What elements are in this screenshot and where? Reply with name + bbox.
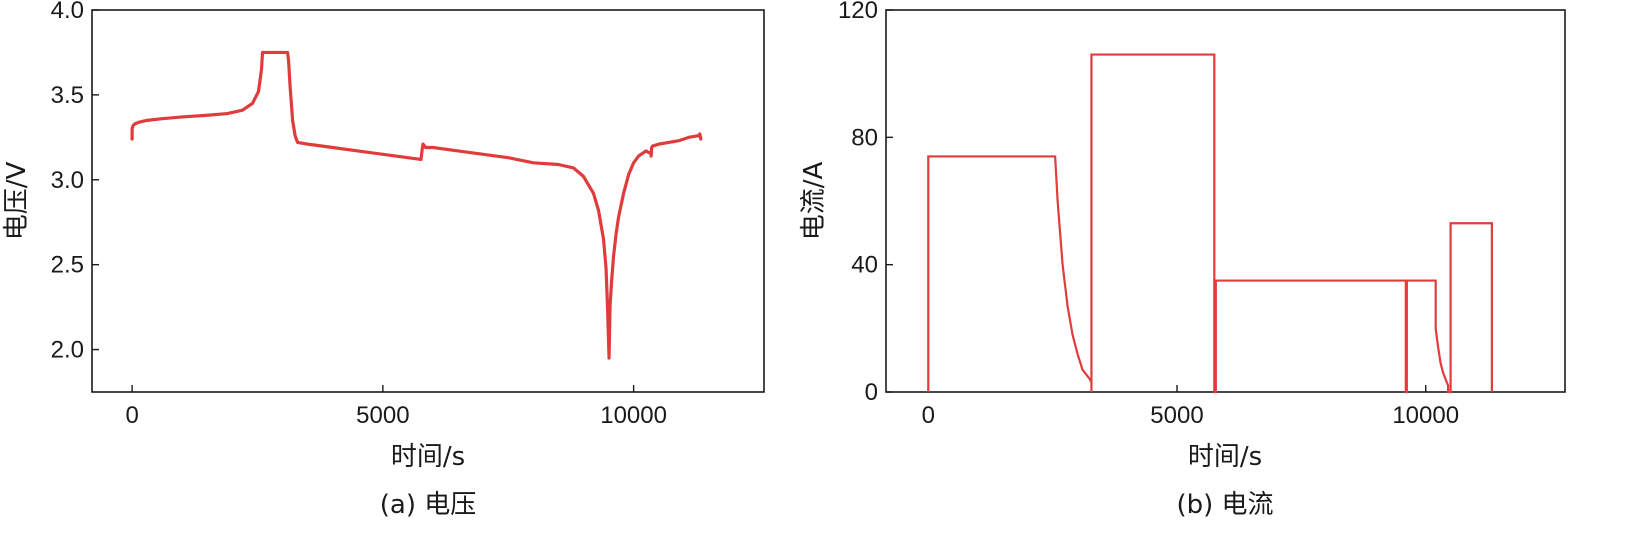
current-y-tick-label: 40	[851, 252, 878, 279]
voltage-y-tick-label: 2.0	[51, 337, 84, 364]
current-y-tick-label: 120	[838, 0, 878, 24]
voltage-chart: 2.0 2.5 3.0 3.5 4.0 0 5000 10000 时间/s 电压/V (a)…	[2, 0, 765, 520]
current-x-tick-label: 0	[922, 402, 935, 429]
voltage-x-tick-label: 0	[125, 402, 138, 429]
current-series-line	[927, 53, 1493, 394]
voltage-y-axis-label: 电压/V	[2, 162, 32, 241]
voltage-y-tick-label: 3.0	[51, 167, 84, 194]
voltage-y-tick-label: 3.5	[51, 82, 84, 109]
voltage-x-axis-label: 时间/s	[391, 442, 465, 472]
voltage-y-tick-label: 4.0	[51, 0, 84, 24]
current-caption: (b) 电流	[1176, 490, 1273, 520]
voltage-y-tick-label: 2.5	[51, 252, 84, 279]
current-chart: 0 40 80 120 0 5000 10000 时间/s 电流/A (b) 电流	[799, 0, 1566, 520]
voltage-x-ticks: 0 5000 10000	[125, 385, 667, 429]
current-y-tick-label: 0	[865, 379, 878, 406]
current-x-ticks: 0 5000 10000	[922, 385, 1459, 429]
voltage-plot-frame	[91, 9, 765, 393]
current-x-axis-label: 时间/s	[1188, 442, 1262, 472]
current-x-tick-label: 5000	[1150, 402, 1203, 429]
voltage-y-ticks: 2.0 2.5 3.0 3.5 4.0	[51, 0, 99, 364]
current-plot-frame	[885, 9, 1566, 393]
voltage-caption: (a) 电压	[380, 490, 477, 520]
voltage-series-line	[130, 50, 703, 360]
current-y-tick-label: 80	[851, 124, 878, 151]
current-x-tick-label: 10000	[1392, 402, 1459, 429]
voltage-x-tick-label: 5000	[356, 402, 409, 429]
current-y-axis-label: 电流/A	[799, 162, 829, 241]
current-y-ticks: 0 40 80 120	[838, 0, 893, 406]
voltage-x-tick-label: 10000	[600, 402, 667, 429]
